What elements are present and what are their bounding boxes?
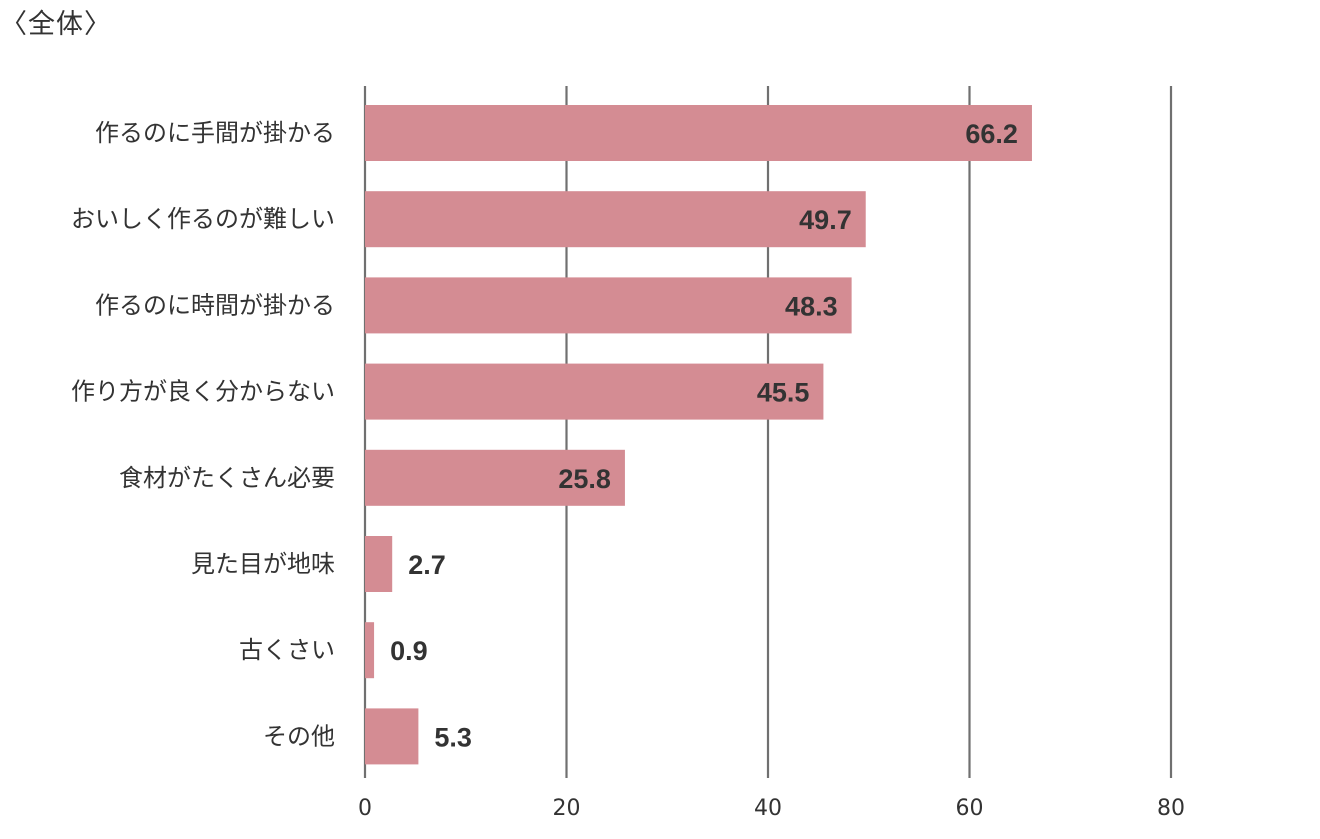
x-tick-label: 40 (754, 796, 782, 821)
x-tick-label: 80 (1157, 796, 1185, 821)
value-label: 2.7 (408, 550, 446, 580)
category-label: 食材がたくさん必要 (119, 464, 335, 492)
category-label: 古くさい (239, 636, 335, 664)
category-label: おいしく作るのが難しい (71, 205, 335, 233)
value-label: 25.8 (558, 464, 611, 494)
bar (365, 449, 625, 506)
bar (365, 363, 824, 420)
value-labels: 66.2 49.7 48.3 45.5 25.8 2.7 0.9 5.3 (390, 119, 1018, 752)
category-label: 作るのに手間が掛かる (95, 119, 335, 147)
category-labels: 作るのに手間が掛かるおいしく作るのが難しい作るのに時間が掛かる作り方が良く分から… (71, 119, 335, 750)
bar (365, 622, 375, 679)
value-label: 0.9 (390, 636, 428, 666)
gridlines (363, 86, 1173, 778)
bar (365, 708, 419, 765)
bars (365, 105, 1032, 765)
value-label: 5.3 (434, 722, 472, 752)
value-label: 48.3 (785, 291, 838, 321)
bar (365, 191, 866, 248)
value-label: 45.5 (757, 378, 810, 408)
x-tick-label: 20 (553, 796, 581, 821)
category-label: 作り方が良く分からない (71, 378, 335, 406)
category-label: その他 (263, 722, 335, 750)
x-tick-label: 0 (358, 796, 372, 821)
bar (365, 277, 852, 334)
value-label: 66.2 (965, 119, 1018, 149)
category-label: 見た目が地味 (191, 550, 335, 578)
chart-title: 〈全体〉 (0, 9, 112, 40)
bar (365, 536, 393, 592)
x-tick-label: 60 (956, 796, 984, 821)
x-axis-tick-labels: 0 20 40 60 80 (358, 796, 1185, 821)
value-label: 49.7 (799, 205, 852, 235)
bar (365, 105, 1032, 161)
category-label: 作るのに時間が掛かる (95, 291, 335, 319)
